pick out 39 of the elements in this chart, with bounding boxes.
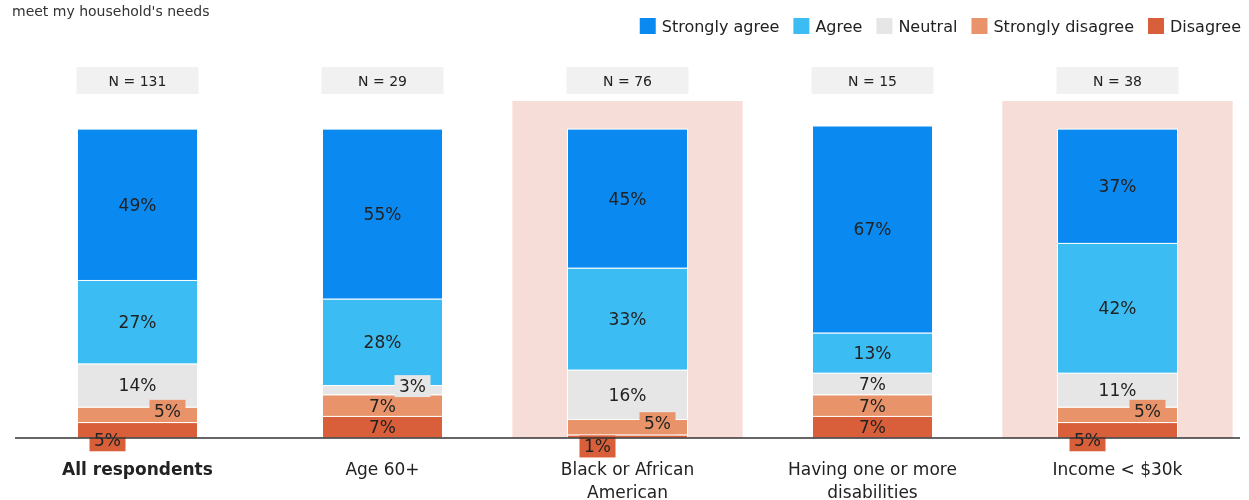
legend-label: Strongly disagree [993, 16, 1135, 36]
x-tick-label: Black or African American [560, 459, 695, 500]
data-label: 37% [1098, 176, 1137, 197]
data-label: 3% [399, 376, 426, 397]
data-label: 27% [118, 312, 157, 333]
data-label: 5% [154, 400, 181, 421]
x-tick-label: All respondents [62, 459, 213, 479]
data-label: 7% [369, 395, 396, 416]
data-label: 14% [118, 375, 157, 396]
legend-label: Agree [815, 16, 863, 36]
data-label: 7% [369, 417, 396, 438]
legend-label: Disagree [1170, 16, 1241, 36]
legend-label: Strongly agree [661, 16, 780, 36]
data-label: 5% [644, 413, 671, 434]
text: N = 131 [108, 72, 167, 89]
x-tick-label: Having one or more disabilities [788, 459, 957, 500]
chart-title: meet my household's needs [12, 3, 210, 19]
data-label: 7% [859, 395, 886, 416]
data-label: 7% [859, 417, 886, 438]
data-label: 67% [853, 219, 892, 240]
data-label: 5% [1134, 400, 1161, 421]
text: N = 15 [848, 72, 897, 89]
data-label: 13% [853, 343, 892, 363]
data-label: 45% [608, 188, 647, 209]
x-tick-label: Income < $30k [1052, 459, 1183, 479]
data-label: 55% [363, 203, 402, 224]
data-label: 16% [608, 384, 647, 405]
data-label: 11% [1098, 380, 1137, 401]
text: N = 29 [358, 72, 407, 89]
data-label: 28% [363, 332, 402, 353]
data-label: 49% [118, 194, 157, 215]
text: N = 38 [1093, 72, 1142, 89]
text: N = 76 [603, 72, 653, 89]
data-label: 1% [584, 436, 611, 457]
legend-label: Neutral [898, 16, 958, 36]
data-label: 7% [859, 373, 886, 394]
data-label: 42% [1098, 298, 1137, 319]
x-tick-label: Age 60+ [345, 459, 420, 479]
data-label: 33% [608, 309, 647, 330]
